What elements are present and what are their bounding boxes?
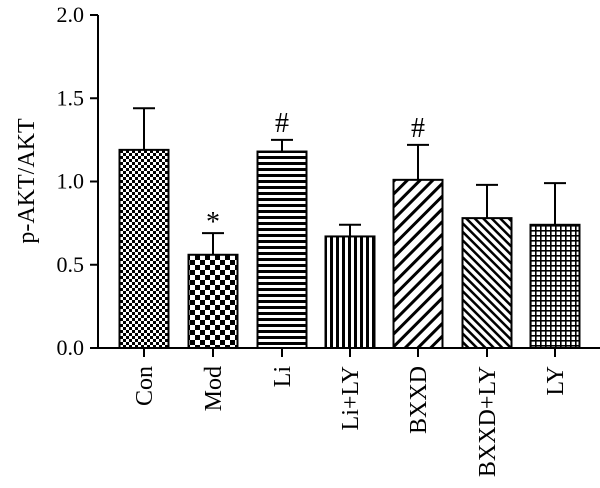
y-tick-label: 0.0 [57,335,85,360]
bar-li-ly [324,235,376,350]
x-tick-label: LY [543,366,569,396]
y-tick-label: 0.5 [57,252,85,277]
y-tick-label: 1.0 [57,169,85,194]
bar-bxxd [392,178,444,349]
x-tick-label: Mod [201,366,227,411]
y-tick-label: 2.0 [57,2,85,27]
x-tick-label: Li [270,366,296,388]
x-tick-label: Con [132,366,158,406]
x-axis: Con Mod Li Li+LY BXXD BXXD+LY LY [98,347,600,477]
bar-con [118,148,170,349]
bar-li [256,150,308,349]
significance-mark: * [206,207,220,238]
bar-bxxd-ly [461,217,513,349]
x-tick-label: Li+LY [338,366,364,430]
x-tick-label: BXXD+LY [475,366,501,477]
x-tick-label: BXXD [406,366,432,434]
significance-mark: # [411,113,425,144]
y-tick-label: 1.5 [57,85,85,110]
bar-ly [529,223,581,349]
y-axis: 0.0 0.5 1.0 1.5 2.0 [57,2,99,360]
significance-mark: # [275,108,289,139]
bars: * # # [118,107,581,350]
y-axis-label: p-AKT/AKT [14,118,40,244]
bar-mod [187,253,239,349]
